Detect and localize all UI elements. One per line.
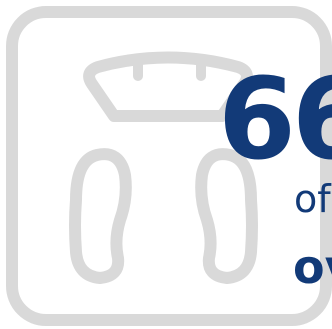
scale-body-outline <box>6 6 332 326</box>
stat-of-text: of <box>294 177 331 221</box>
stat-number: 66 <box>218 55 332 185</box>
left-footprint <box>69 148 132 284</box>
stat-word: ov <box>293 240 332 294</box>
right-footprint <box>195 148 258 284</box>
scale-display-window <box>83 51 253 122</box>
